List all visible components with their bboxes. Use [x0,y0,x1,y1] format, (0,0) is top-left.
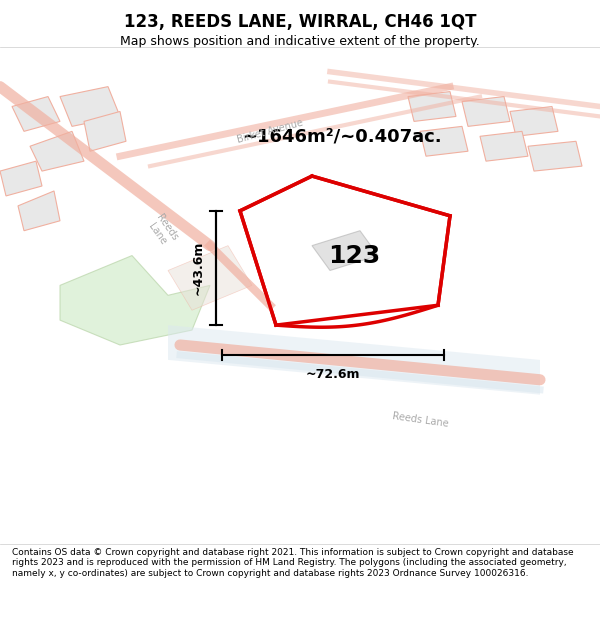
Text: ~1646m²/~0.407ac.: ~1646m²/~0.407ac. [242,127,442,145]
Polygon shape [408,92,456,121]
Polygon shape [12,96,60,131]
Polygon shape [510,106,558,136]
Polygon shape [480,131,528,161]
Polygon shape [312,231,378,271]
Text: Reeds
Lane: Reeds Lane [145,213,179,249]
Polygon shape [168,246,252,310]
Text: ~43.6m: ~43.6m [191,241,205,295]
Text: 123, REEDS LANE, WIRRAL, CH46 1QT: 123, REEDS LANE, WIRRAL, CH46 1QT [124,13,476,31]
Text: Birket Avenue: Birket Avenue [236,118,304,145]
Polygon shape [30,131,84,171]
Polygon shape [462,96,510,126]
Text: Map shows position and indicative extent of the property.: Map shows position and indicative extent… [120,35,480,48]
Polygon shape [60,256,210,345]
Text: Contains OS data © Crown copyright and database right 2021. This information is : Contains OS data © Crown copyright and d… [12,548,574,578]
Text: ~72.6m: ~72.6m [306,368,360,381]
Polygon shape [528,141,582,171]
Polygon shape [18,191,60,231]
Text: Reeds Lane: Reeds Lane [391,411,449,428]
Polygon shape [420,126,468,156]
Polygon shape [60,87,120,126]
Text: 123: 123 [328,244,380,268]
Polygon shape [0,161,42,196]
Polygon shape [168,325,540,395]
Polygon shape [84,111,126,151]
